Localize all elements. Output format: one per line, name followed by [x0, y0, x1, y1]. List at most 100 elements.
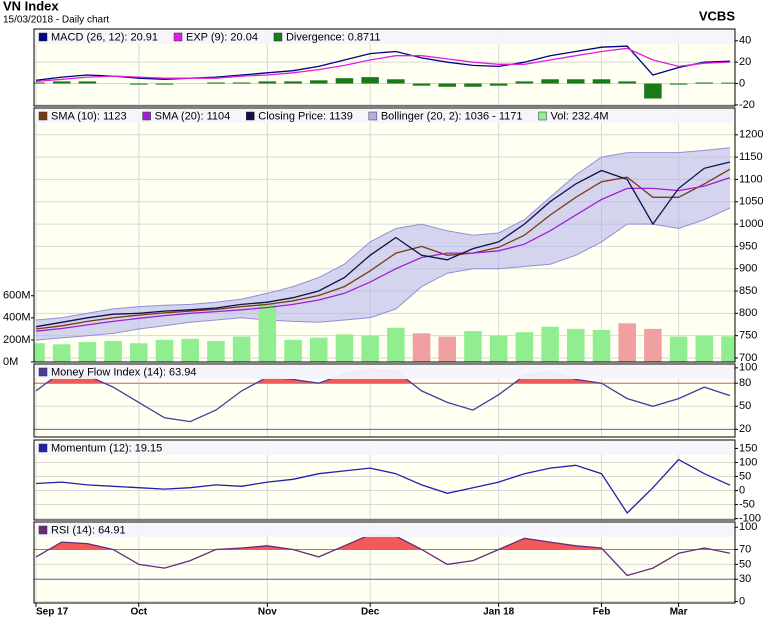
- legend-swatch: [38, 367, 48, 377]
- bar: [541, 326, 559, 362]
- y-tick-label: 20: [739, 56, 751, 68]
- y-tick-label: 1150: [739, 151, 763, 163]
- y-tick-label: 800: [739, 307, 757, 319]
- legend-swatch: [273, 32, 283, 42]
- bar: [464, 331, 482, 362]
- y-tick-label: 100: [739, 521, 757, 533]
- x-tick-label: Nov: [258, 607, 277, 618]
- legend-label: Momentum (12): 19.15: [51, 442, 162, 454]
- bar: [669, 83, 688, 85]
- bar: [438, 336, 457, 362]
- x-tick-label: Jan 18: [483, 607, 515, 618]
- legend-swatch: [368, 111, 378, 121]
- y-tick-label: 700: [739, 352, 757, 364]
- bar: [464, 83, 482, 87]
- x-tick-label: Dec: [361, 607, 380, 618]
- legend-label: RSI (14): 64.91: [51, 524, 126, 536]
- y2-tick-label: 200M: [3, 334, 31, 346]
- y-tick-label: 100: [739, 362, 757, 374]
- bar: [721, 336, 735, 362]
- bar: [232, 336, 251, 362]
- y-tick-label: 1000: [739, 218, 763, 230]
- line: [35, 47, 731, 83]
- bar: [309, 80, 328, 84]
- bar: [669, 336, 688, 362]
- y-tick-label: 750: [739, 330, 757, 342]
- bar: [155, 83, 174, 85]
- panel-border: [33, 521, 736, 604]
- x-tick-label: Oct: [130, 607, 147, 618]
- y-tick-label: -100: [739, 513, 761, 525]
- y-tick-label: 20: [739, 423, 751, 435]
- legend-swatch: [38, 111, 48, 121]
- bar: [130, 343, 148, 362]
- y-tick-label: 50: [739, 558, 751, 570]
- source-label: VCBS: [699, 8, 735, 23]
- bar: [130, 83, 148, 85]
- chart-title: VN Index: [3, 0, 59, 13]
- bar: [335, 334, 354, 362]
- y2-tick-label: 0M: [3, 356, 18, 368]
- bar: [34, 82, 45, 84]
- y-tick-label: -50: [739, 498, 755, 510]
- bar: [489, 83, 508, 86]
- y-tick-label: 1050: [739, 196, 763, 208]
- bar: [695, 335, 714, 362]
- legend-swatch: [38, 32, 48, 42]
- legend-label: SMA (20): 1104: [155, 110, 231, 122]
- y-tick-label: 0: [739, 595, 745, 607]
- bar: [567, 79, 585, 84]
- legend-bar: [35, 365, 734, 379]
- legend-label: EXP (9): 20.04: [186, 31, 258, 43]
- bar: [309, 337, 328, 362]
- bar: [438, 83, 457, 87]
- bar: [489, 335, 508, 362]
- bar: [541, 79, 559, 84]
- legend-swatch: [38, 443, 48, 453]
- bar: [232, 82, 251, 84]
- bollinger-lower: [35, 207, 731, 341]
- bar: [592, 79, 611, 84]
- bar: [207, 341, 225, 362]
- x-tick-label: Feb: [593, 607, 611, 618]
- y-tick-label: 0: [739, 484, 745, 496]
- y-tick-label: 1100: [739, 173, 763, 185]
- legend-swatch: [38, 525, 48, 535]
- legend-label: MACD (26, 12): 20.91: [51, 31, 158, 43]
- threshold-fill: [46, 369, 602, 384]
- legend-label: SMA (10): 1123: [51, 110, 127, 122]
- bar: [284, 339, 302, 362]
- bar: [207, 82, 225, 84]
- bar: [412, 333, 431, 362]
- y-tick-label: 80: [739, 377, 751, 389]
- y-tick-label: 850: [739, 285, 757, 297]
- bollinger-upper: [35, 147, 731, 321]
- y-tick-label: 1200: [739, 129, 763, 141]
- y-tick-label: 50: [739, 470, 751, 482]
- bar: [258, 303, 277, 362]
- bar: [34, 343, 45, 362]
- bar: [52, 81, 71, 84]
- legend-label: Divergence: 0.8711: [286, 31, 381, 43]
- bar: [335, 78, 354, 84]
- bar: [361, 77, 379, 84]
- y-tick-label: 0: [739, 77, 745, 89]
- y2-tick-label: 600M: [3, 290, 31, 302]
- legend-swatch: [538, 111, 547, 121]
- bar: [52, 344, 71, 362]
- y-tick-label: 70: [739, 543, 751, 555]
- line: [35, 161, 731, 328]
- bar: [155, 339, 174, 362]
- bar: [567, 328, 585, 362]
- bar: [618, 323, 636, 362]
- bar: [387, 327, 405, 362]
- bar: [284, 81, 302, 84]
- legend-label: Closing Price: 1139: [258, 110, 353, 122]
- chart-subtitle: 15/03/2018 - Daily chart: [3, 15, 109, 26]
- legend-bar: [35, 109, 734, 123]
- y-tick-label: 50: [739, 400, 751, 412]
- bar: [78, 342, 97, 362]
- bar: [721, 82, 735, 84]
- bar: [104, 341, 122, 362]
